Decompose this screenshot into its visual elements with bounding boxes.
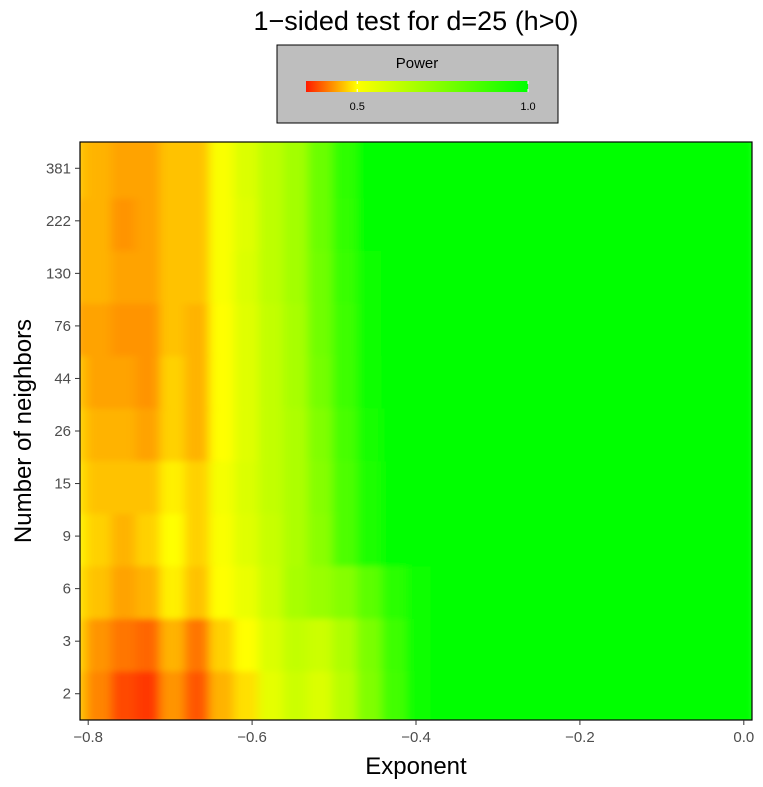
heat-cell — [606, 142, 752, 199]
heatmap-cells — [80, 142, 752, 720]
y-tick-label: 130 — [46, 265, 71, 282]
heat-cell — [606, 400, 752, 462]
y-tick-label: 15 — [54, 476, 71, 493]
heat-cell — [455, 558, 619, 619]
heat-cell — [606, 243, 752, 304]
heat-cell — [606, 558, 752, 619]
heat-cell — [455, 295, 619, 357]
heat-cell — [455, 243, 619, 304]
y-tick-label: 222 — [46, 213, 71, 230]
legend-ticks: 0.5 1.0 — [350, 81, 536, 113]
heat-cell — [455, 663, 619, 720]
heat-cell — [455, 348, 619, 409]
x-axis-label: Exponent — [365, 753, 467, 780]
y-tick-label: 3 — [63, 633, 71, 650]
legend-colorbar — [306, 81, 528, 92]
y-tick-label: 26 — [54, 423, 71, 440]
heat-cell — [455, 505, 619, 567]
legend-title: Power — [396, 55, 439, 72]
y-axis-label: Number of neighbors — [10, 319, 37, 543]
heat-cell — [455, 142, 619, 199]
y-axis: 2 3 6 9 15 26 44 76 130 222 381 — [46, 160, 80, 703]
x-tick-label: −0.6 — [237, 729, 267, 746]
heat-cell — [606, 190, 752, 251]
heat-cell — [606, 295, 752, 357]
x-tick-label: −0.2 — [565, 729, 595, 746]
heat-cell — [455, 400, 619, 462]
heat-cell — [455, 190, 619, 251]
heat-cell — [606, 610, 752, 672]
heat-cell — [606, 453, 752, 514]
y-tick-label: 6 — [63, 581, 71, 598]
y-tick-label: 381 — [46, 160, 71, 177]
heat-cell — [606, 663, 752, 720]
legend: Power 0.5 1.0 — [276, 44, 559, 124]
x-tick-label: −0.4 — [401, 729, 431, 746]
heat-cell — [455, 610, 619, 672]
heat-cell — [606, 505, 752, 567]
heat-cell — [455, 453, 619, 514]
y-tick-label: 2 — [63, 686, 71, 703]
y-tick-label: 9 — [63, 528, 71, 545]
x-tick-label: −0.8 — [73, 729, 103, 746]
heat-cell — [606, 348, 752, 409]
chart-title: 1−sided test for d=25 (h>0) — [254, 6, 579, 36]
x-axis: −0.8 −0.6 −0.4 −0.2 0.0 — [73, 720, 754, 746]
legend-tick-label: 0.5 — [350, 101, 365, 113]
legend-tick-label: 1.0 — [520, 101, 535, 113]
y-tick-label: 44 — [54, 370, 71, 387]
x-tick-label: 0.0 — [733, 729, 754, 746]
y-tick-label: 76 — [54, 318, 71, 335]
